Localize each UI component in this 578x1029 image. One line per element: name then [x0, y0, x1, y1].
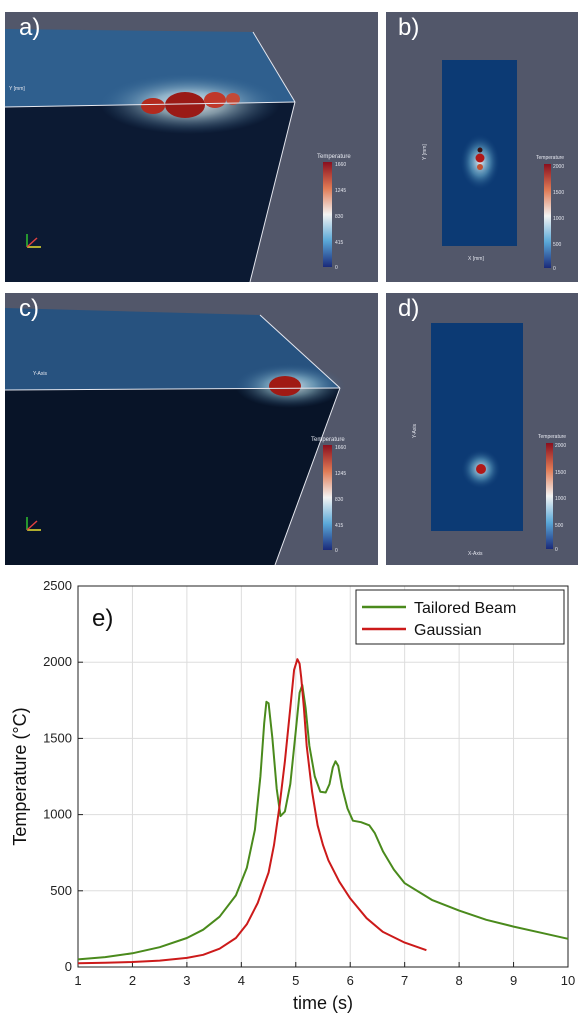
- panel-b-render: [442, 60, 551, 268]
- hot-spot-2: [475, 153, 485, 163]
- edge-axis-3: [249, 101, 296, 282]
- x-tick-label: 6: [347, 973, 354, 988]
- series-line-gaussian: [77, 658, 427, 965]
- panel-label-d: d): [398, 295, 420, 322]
- panel-label-a: a): [19, 14, 41, 41]
- x-tick-label: 4: [238, 973, 245, 988]
- colorbar: [323, 162, 332, 267]
- plot-domain: [431, 323, 523, 531]
- y-axis-label: Temperature (°C): [10, 707, 30, 845]
- colorbar: [544, 164, 551, 268]
- panel-c-3d-temperature-view: c) Y-Axis Temperature 1660 1245 830 415 …: [5, 293, 378, 565]
- panel-d-render: [431, 323, 553, 549]
- edge-axis: [5, 101, 296, 108]
- y-tick-label: 500: [50, 883, 72, 898]
- y-tick-label: 0: [65, 959, 72, 974]
- edge-axis-2: [259, 314, 341, 389]
- x-tick-label: 1: [74, 973, 81, 988]
- axis-triad: [26, 517, 41, 531]
- panel-label-c: c): [19, 295, 39, 322]
- x-tick-label: 10: [561, 973, 575, 988]
- x-tick-label: 5: [292, 973, 299, 988]
- series: [77, 658, 569, 965]
- melt-pool-1: [141, 98, 165, 114]
- panel-d-top-view: d) X-Axis Y-Axis Temperature 2000 1500 1…: [386, 293, 578, 565]
- panel-c-render: [5, 308, 345, 565]
- legend-label-gaussian: Gaussian: [414, 622, 482, 639]
- panel-a-3d-temperature-view: a) Y [mm] Temperature 1660 1245 830 415 …: [5, 12, 378, 282]
- y-tick-label: 1500: [43, 730, 72, 745]
- panel-label-b: b): [398, 14, 420, 41]
- legend: Tailored Beam Gaussian: [355, 589, 565, 645]
- y-tick-label: 1000: [43, 807, 72, 822]
- melt-pool-4: [226, 93, 240, 105]
- melt-pool: [269, 376, 301, 396]
- hot-spot-1: [477, 147, 483, 153]
- tick-labels: 1 2 3 4 5 6 7 8 9 10 0 500 1000 1500 2000 2500: [43, 578, 575, 988]
- axis-triad: [26, 234, 41, 248]
- x-tick-label: 3: [183, 973, 190, 988]
- plot-frame: [77, 585, 569, 968]
- x-tick-label: 8: [455, 973, 462, 988]
- chart-svg: 1 2 3 4 5 6 7 8 9 10 0 500 1000 1500 2000 2500 time (s)…: [10, 578, 575, 1013]
- front-face: [5, 388, 340, 565]
- panel-e-temperature-chart: 1 2 3 4 5 6 7 8 9 10 0 500 1000 1500 2000 2500 time (s)…: [0, 572, 578, 1024]
- x-tick-label: 2: [129, 973, 136, 988]
- x-axis-label: time (s): [293, 993, 353, 1013]
- front-face: [5, 102, 295, 282]
- panel-b-top-view: b) X [mm] Y [mm] Temperature 2000 1500 1…: [386, 12, 578, 282]
- edge-axis-3: [274, 387, 341, 565]
- colorbar: [546, 443, 553, 549]
- y-tick-label: 2500: [43, 578, 72, 593]
- series-line-tailored-beam: [77, 684, 569, 961]
- hot-spot-3: [477, 164, 483, 170]
- melt-pool-3: [204, 92, 226, 108]
- edge-axis-2: [252, 31, 296, 103]
- x-tick-label: 9: [510, 973, 517, 988]
- y-tick-label: 2000: [43, 654, 72, 669]
- edge-axis: [5, 387, 341, 391]
- legend-box: [355, 589, 565, 645]
- x-tick-label: 7: [401, 973, 408, 988]
- melt-pool-2: [165, 92, 205, 118]
- colorbar: [323, 445, 332, 550]
- hot-spot: [476, 464, 486, 474]
- panel-label-e: e): [92, 605, 113, 632]
- panel-a-render: [5, 29, 332, 282]
- legend-label-tailored: Tailored Beam: [414, 600, 516, 617]
